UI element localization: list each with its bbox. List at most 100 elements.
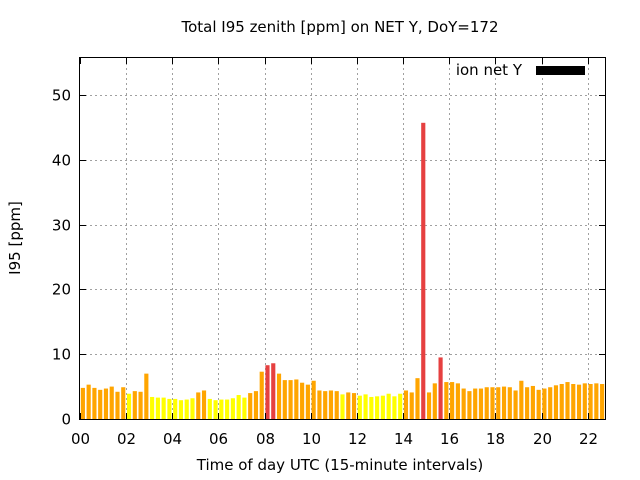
- bar: [351, 393, 357, 419]
- bar: [248, 393, 253, 419]
- bar: [576, 384, 582, 419]
- bar: [300, 382, 305, 419]
- bar: [375, 396, 380, 419]
- chart-title: Total I95 zenith [ppm] on NET Y, DoY=172: [180, 18, 498, 36]
- bar: [438, 357, 443, 419]
- bar: [178, 400, 184, 419]
- bar: [184, 399, 189, 419]
- bar: [553, 385, 559, 419]
- bar: [288, 380, 293, 419]
- bar: [519, 380, 524, 419]
- bar: [259, 371, 264, 419]
- bar: [138, 391, 143, 419]
- bar: [98, 389, 103, 419]
- bar: [230, 398, 235, 419]
- bar: [426, 392, 432, 419]
- x-tick-label: 06: [209, 430, 228, 448]
- ticks-layer: 0 10 20 30 40 50 00 02 04 06 08 10 12 14 16 18 20 22: [52, 58, 605, 448]
- bar: [219, 399, 224, 419]
- bar: [496, 387, 501, 419]
- y-tick-label: 0: [61, 411, 71, 429]
- bar: [253, 391, 259, 419]
- y-tick-label: 20: [52, 281, 71, 299]
- bar: [501, 386, 507, 419]
- bar: [225, 399, 230, 419]
- bar: [530, 385, 535, 419]
- bar: [513, 390, 518, 419]
- x-axis-label: Time of day UTC (15-minute intervals): [196, 456, 483, 474]
- bar: [588, 384, 593, 419]
- bar: [386, 393, 391, 419]
- bar: [507, 387, 512, 419]
- bar: [525, 387, 530, 419]
- bar: [363, 394, 368, 419]
- grid-layer: [80, 58, 605, 419]
- bar: [548, 387, 553, 419]
- bar: [328, 390, 334, 419]
- bars-layer: [80, 122, 605, 419]
- y-axis-label: I95 [ppm]: [6, 201, 24, 275]
- bar: [317, 390, 322, 419]
- x-tick-label: 04: [163, 430, 182, 448]
- bar: [121, 387, 126, 419]
- x-tick-label: 20: [533, 430, 552, 448]
- plot-frame: [79, 57, 606, 420]
- bar: [392, 396, 397, 419]
- bar: [594, 383, 599, 419]
- bar: [201, 390, 207, 419]
- y-tick-label: 40: [52, 152, 71, 170]
- bar: [334, 391, 339, 419]
- bar: [161, 397, 166, 419]
- bar: [92, 387, 97, 419]
- bar: [236, 395, 241, 419]
- x-tick-label: 22: [579, 430, 598, 448]
- bar: [294, 379, 299, 419]
- bar: [444, 382, 449, 419]
- bar: [582, 383, 587, 419]
- bar: [478, 388, 484, 419]
- bar: [473, 388, 478, 419]
- bar: [432, 383, 437, 419]
- bar: [311, 380, 316, 419]
- bar: [398, 393, 403, 419]
- bar: [196, 392, 201, 419]
- bar: [109, 386, 114, 419]
- y-tick-label: 10: [52, 346, 71, 364]
- bar: [242, 397, 247, 419]
- bar: [126, 393, 132, 419]
- bar: [323, 391, 328, 419]
- bar: [190, 398, 195, 419]
- bar: [276, 373, 282, 419]
- x-tick-label: 08: [256, 430, 275, 448]
- x-tick-label: 10: [302, 430, 321, 448]
- y-tick-label: 30: [52, 217, 71, 235]
- bar: [600, 384, 605, 419]
- bar: [340, 394, 345, 419]
- bar: [282, 380, 287, 419]
- bar: [380, 395, 385, 419]
- bar: [167, 398, 172, 419]
- bar: [403, 390, 409, 419]
- bar: [207, 398, 212, 419]
- bar: [357, 395, 362, 419]
- x-tick-label: 12: [348, 430, 367, 448]
- bar: [559, 384, 564, 419]
- bar: [536, 389, 541, 419]
- bar: [144, 373, 149, 419]
- bar: [455, 383, 460, 419]
- x-tick-label: 14: [394, 430, 413, 448]
- bar: [173, 398, 178, 419]
- legend-label: ion net Y: [456, 61, 523, 79]
- bar: [542, 388, 547, 419]
- bar: [450, 382, 455, 419]
- bar: [155, 397, 160, 419]
- bar: [467, 391, 472, 419]
- bar: [461, 388, 466, 419]
- bar: [415, 378, 420, 419]
- legend-swatch: [536, 66, 585, 75]
- bar: [132, 391, 137, 419]
- bar: [369, 396, 374, 419]
- x-tick-label: 16: [440, 430, 459, 448]
- legend: ion net Y: [456, 61, 585, 79]
